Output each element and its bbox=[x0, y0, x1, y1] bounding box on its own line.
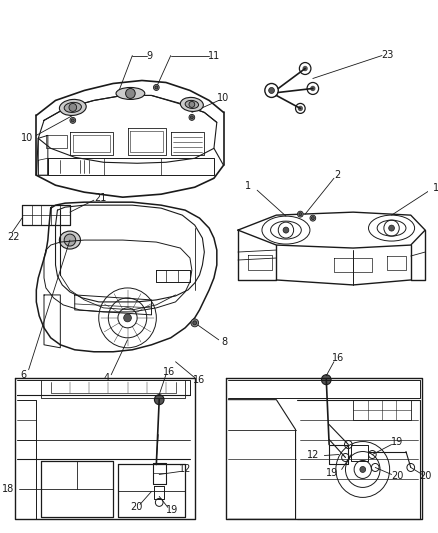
Circle shape bbox=[71, 119, 74, 122]
Text: 1: 1 bbox=[433, 183, 438, 193]
Text: 12: 12 bbox=[179, 464, 191, 474]
Text: 1: 1 bbox=[244, 181, 251, 191]
Circle shape bbox=[310, 215, 316, 221]
Text: 11: 11 bbox=[208, 51, 220, 61]
Text: 16: 16 bbox=[332, 353, 344, 363]
Circle shape bbox=[321, 375, 331, 385]
Circle shape bbox=[311, 216, 314, 220]
Text: 12: 12 bbox=[307, 449, 320, 459]
Text: 4: 4 bbox=[103, 373, 110, 383]
Circle shape bbox=[297, 211, 303, 217]
Circle shape bbox=[155, 394, 164, 405]
Circle shape bbox=[283, 227, 289, 233]
Text: 10: 10 bbox=[21, 133, 33, 143]
Circle shape bbox=[189, 101, 195, 108]
Circle shape bbox=[69, 103, 77, 111]
Text: 16: 16 bbox=[194, 375, 206, 385]
Circle shape bbox=[193, 321, 197, 325]
Text: 9: 9 bbox=[147, 51, 153, 61]
Text: 19: 19 bbox=[391, 437, 403, 447]
Text: 20: 20 bbox=[130, 503, 142, 512]
Ellipse shape bbox=[64, 102, 81, 112]
Circle shape bbox=[303, 67, 307, 70]
Circle shape bbox=[70, 117, 76, 123]
Text: 8: 8 bbox=[222, 337, 228, 347]
Circle shape bbox=[298, 107, 302, 110]
Circle shape bbox=[126, 88, 135, 99]
Text: 16: 16 bbox=[162, 367, 175, 377]
Circle shape bbox=[155, 86, 158, 89]
Circle shape bbox=[311, 86, 315, 91]
Ellipse shape bbox=[60, 231, 81, 249]
Text: 10: 10 bbox=[217, 93, 230, 103]
Circle shape bbox=[360, 466, 366, 472]
Text: 20: 20 bbox=[419, 472, 431, 481]
Circle shape bbox=[389, 225, 395, 231]
Text: 20: 20 bbox=[391, 472, 403, 481]
Text: 6: 6 bbox=[21, 370, 27, 379]
Circle shape bbox=[124, 314, 131, 322]
Ellipse shape bbox=[60, 99, 86, 116]
Ellipse shape bbox=[180, 98, 203, 111]
Circle shape bbox=[64, 234, 76, 246]
Text: 22: 22 bbox=[7, 232, 20, 242]
Text: 21: 21 bbox=[95, 193, 107, 203]
Ellipse shape bbox=[116, 87, 145, 100]
Text: 19: 19 bbox=[166, 505, 178, 515]
Circle shape bbox=[299, 213, 302, 216]
Text: 23: 23 bbox=[381, 50, 394, 60]
Text: 19: 19 bbox=[325, 469, 338, 479]
Circle shape bbox=[191, 116, 193, 119]
Text: 18: 18 bbox=[2, 484, 14, 495]
Circle shape bbox=[268, 87, 275, 93]
Ellipse shape bbox=[185, 100, 198, 108]
Circle shape bbox=[189, 115, 195, 120]
Circle shape bbox=[191, 319, 198, 327]
Circle shape bbox=[153, 84, 159, 91]
Text: 2: 2 bbox=[335, 170, 341, 180]
